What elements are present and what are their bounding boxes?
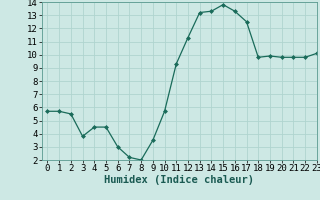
X-axis label: Humidex (Indice chaleur): Humidex (Indice chaleur) — [104, 175, 254, 185]
